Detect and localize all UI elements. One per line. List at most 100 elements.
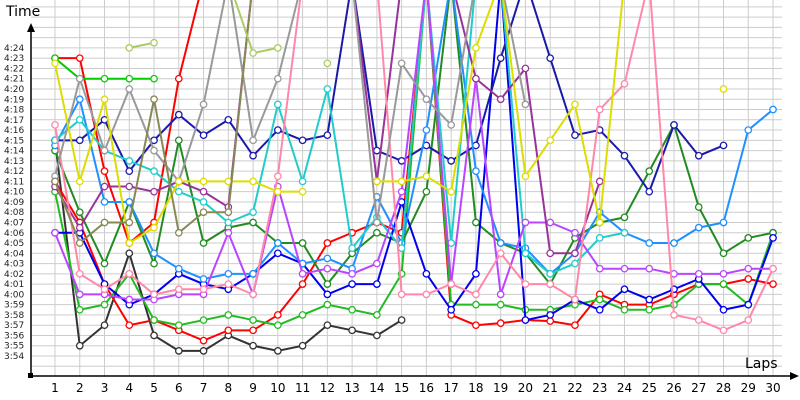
- data-point-marker: [224, 115, 233, 124]
- x-tick-label: 4: [125, 381, 133, 395]
- data-point-marker: [150, 167, 158, 175]
- x-tick-label: 5: [150, 381, 158, 395]
- data-point-marker: [719, 218, 728, 227]
- series-blue: [51, 0, 777, 324]
- data-point-marker: [447, 157, 456, 165]
- x-tick-label: 14: [369, 381, 384, 395]
- data-point-marker: [199, 208, 208, 217]
- data-point-marker: [150, 187, 158, 196]
- data-point-marker: [75, 223, 84, 232]
- data-point-marker: [100, 300, 109, 309]
- data-point-marker: [199, 177, 208, 186]
- data-point-marker: [447, 305, 456, 314]
- y-tick-label: 4:00: [4, 290, 24, 300]
- data-point-marker: [348, 269, 356, 278]
- data-point-marker: [298, 239, 307, 247]
- data-point-marker: [546, 249, 555, 258]
- data-point-marker: [595, 295, 604, 304]
- y-axis-arrow-icon: [27, 23, 35, 32]
- data-point-marker: [472, 218, 480, 227]
- data-point-marker: [546, 317, 555, 325]
- data-point-marker: [75, 269, 84, 278]
- series-line: [54, 0, 774, 301]
- data-point-marker: [150, 38, 158, 47]
- data-point-marker: [496, 319, 505, 327]
- data-point-marker: [100, 167, 109, 175]
- x-tick-label: 20: [518, 381, 533, 395]
- data-point-marker: [546, 136, 555, 145]
- series-line: [55, 0, 724, 194]
- data-point-marker: [422, 187, 431, 196]
- data-point-marker: [75, 95, 84, 104]
- data-point-marker: [298, 177, 307, 186]
- data-point-marker: [422, 290, 431, 299]
- data-point-marker: [397, 157, 406, 165]
- data-point-marker: [249, 218, 257, 227]
- data-point-marker: [719, 85, 728, 93]
- data-point-marker: [75, 290, 84, 299]
- data-point-marker: [620, 79, 629, 88]
- data-point-marker: [719, 280, 728, 288]
- data-point-marker: [174, 228, 183, 237]
- data-point-marker: [298, 136, 307, 145]
- data-point-marker: [125, 249, 134, 258]
- data-point-marker: [373, 259, 381, 268]
- data-point-marker: [373, 331, 381, 340]
- data-point-marker: [571, 321, 579, 330]
- data-point-marker: [323, 85, 332, 93]
- data-point-marker: [744, 126, 753, 134]
- data-point-marker: [273, 321, 282, 330]
- data-point-marker: [174, 74, 183, 83]
- data-point-marker: [373, 177, 381, 186]
- data-point-marker: [571, 295, 579, 304]
- data-point-marker: [694, 151, 703, 160]
- data-point-marker: [472, 167, 480, 175]
- data-point-marker: [125, 218, 134, 227]
- data-point-marker: [125, 321, 134, 330]
- data-point-marker: [397, 59, 406, 68]
- x-tick-label: 26: [666, 381, 681, 395]
- data-point-marker: [150, 95, 158, 104]
- data-point-marker: [75, 208, 84, 217]
- series-line: [54, 0, 527, 223]
- y-tick-label: 4:21: [4, 75, 24, 85]
- series-gray: [51, 0, 530, 227]
- data-point-marker: [620, 228, 629, 237]
- x-tick-label: 24: [617, 381, 632, 395]
- y-tick-label: 4:11: [4, 177, 24, 187]
- x-tick-label: 16: [419, 381, 434, 395]
- data-point-marker: [422, 95, 431, 104]
- data-point-marker: [595, 234, 604, 242]
- data-point-marker: [125, 198, 134, 206]
- data-point-marker: [472, 44, 480, 52]
- x-tick-label: 15: [394, 381, 409, 395]
- data-point-marker: [744, 316, 753, 324]
- data-point-marker: [199, 285, 208, 294]
- data-point-marker: [323, 264, 332, 273]
- data-point-marker: [125, 269, 134, 278]
- data-point-marker: [496, 249, 505, 258]
- data-point-marker: [174, 110, 183, 119]
- data-point-marker: [670, 121, 678, 129]
- data-point-marker: [249, 136, 257, 145]
- data-point-marker: [496, 290, 505, 299]
- data-point-marker: [348, 326, 356, 335]
- data-point-marker: [75, 341, 84, 350]
- data-point-marker: [224, 280, 233, 288]
- y-tick-label: 4:22: [4, 64, 24, 74]
- data-point-marker: [249, 177, 257, 186]
- series-line: [54, 0, 774, 332]
- x-axis-title: Laps: [745, 356, 778, 372]
- data-point-marker: [373, 280, 381, 288]
- data-point-marker: [447, 280, 456, 288]
- y-tick-label: 4:15: [4, 136, 24, 146]
- data-point-marker: [174, 347, 183, 355]
- x-tick-label: 10: [270, 381, 285, 395]
- data-point-marker: [620, 305, 629, 314]
- data-point-marker: [521, 280, 530, 288]
- data-point-marker: [75, 115, 84, 124]
- x-tick-label: 8: [224, 381, 232, 395]
- data-point-marker: [75, 239, 84, 247]
- data-point-marker: [472, 290, 480, 299]
- data-point-marker: [472, 269, 480, 278]
